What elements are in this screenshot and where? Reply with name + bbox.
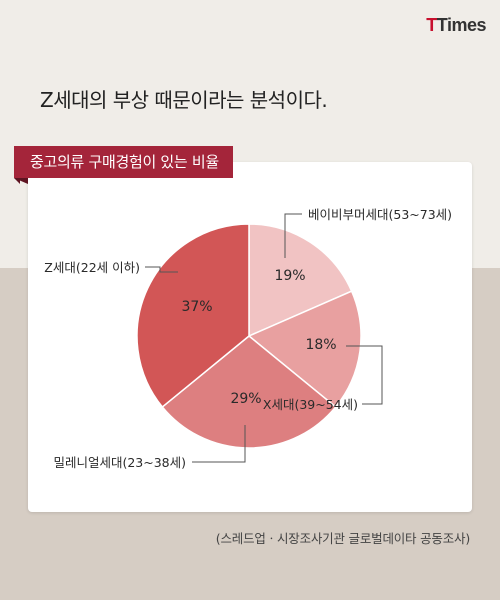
headline: Z세대의 부상 때문이라는 분석이다. bbox=[40, 88, 328, 112]
pct-label-baby-boomer: 19% bbox=[274, 268, 305, 284]
pct-label-millennial: 29% bbox=[230, 391, 261, 407]
pct-label-x: 18% bbox=[305, 337, 336, 353]
pct-label-z: 37% bbox=[181, 299, 212, 315]
leader-line-x bbox=[346, 345, 383, 405]
leader-line-millennial bbox=[192, 425, 246, 463]
slice-name-baby-boomer: 베이비부머세대(53~73세) bbox=[308, 207, 452, 222]
slice-name-x: X세대(39~54세) bbox=[263, 397, 358, 412]
slice-name-millennial: 밀레니얼세대(23~38세) bbox=[53, 455, 186, 470]
slice-name-z: Z세대(22세 이하) bbox=[44, 260, 140, 275]
chart-title-banner: 중고의류 구매경험이 있는 비율 bbox=[14, 146, 233, 184]
leader-line-z bbox=[145, 266, 178, 273]
pie-slice-millennial bbox=[161, 335, 337, 449]
source-note: (스레드업ㆍ시장조사기관 글로벌데이타 공동조사) bbox=[215, 531, 470, 546]
pie-slice-z bbox=[136, 223, 250, 409]
banner-fold bbox=[14, 178, 28, 184]
pie-slice-baby-boomer bbox=[248, 223, 353, 338]
leader-line-baby-boomer bbox=[284, 213, 302, 258]
pie-slice-x bbox=[247, 290, 362, 409]
ttimes-logo: TTimes bbox=[426, 15, 486, 35]
